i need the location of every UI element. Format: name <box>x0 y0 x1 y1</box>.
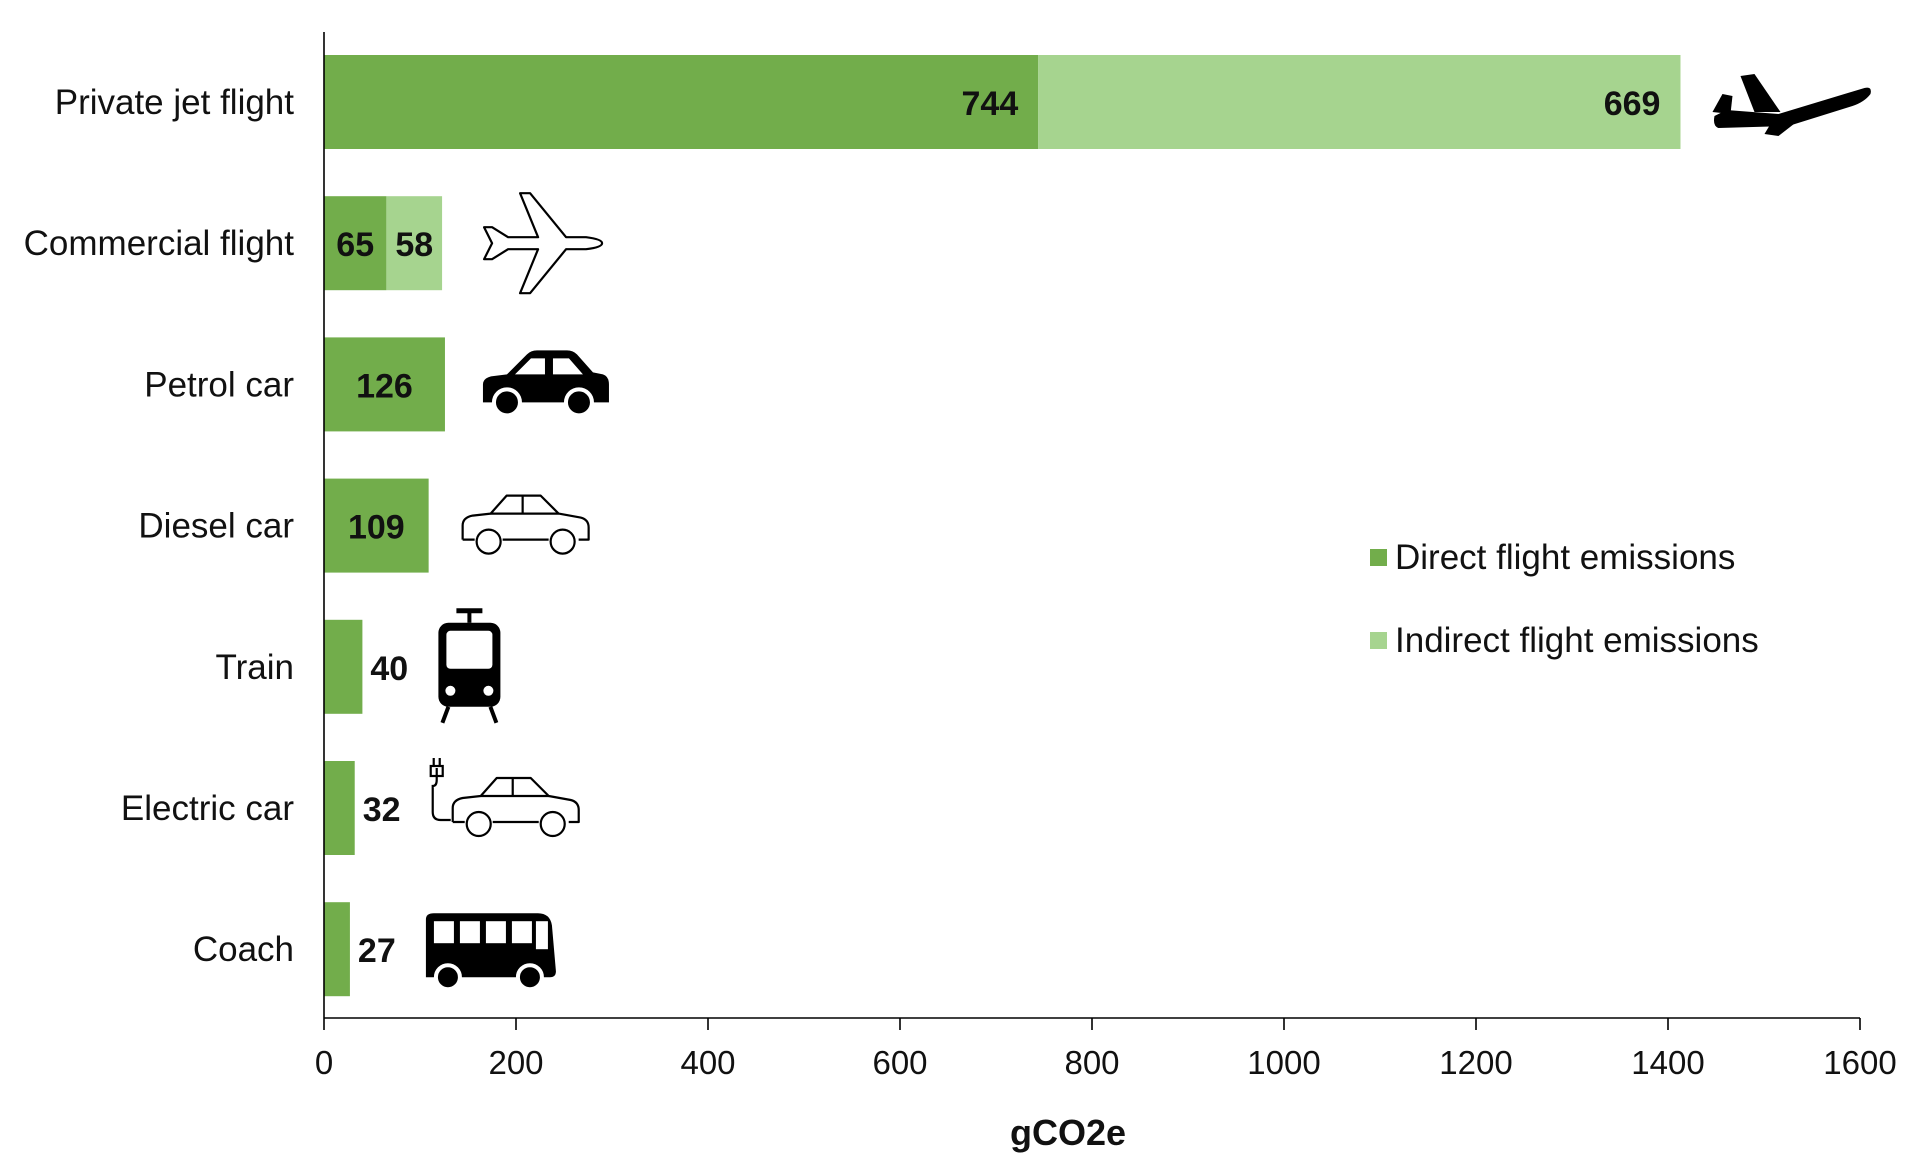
labels-layer: Private jet flight 744 669 Commercial fligh… <box>24 83 1661 970</box>
x-tick-label-400: 400 <box>680 1044 735 1081</box>
bar-commercial-flight-indirect-flight-emissions <box>386 196 443 291</box>
value-label-diesel-car-direct: 109 <box>348 509 405 547</box>
bar-commercial-flight-direct-flight-emissions <box>324 196 387 291</box>
value-label-train-direct: 40 <box>370 650 408 688</box>
category-label-coach: Coach <box>193 930 294 969</box>
car-outline-icon <box>461 494 590 555</box>
bar-diesel-car-direct-flight-emissions <box>324 478 429 573</box>
x-tick-label-1400: 1400 <box>1631 1044 1704 1081</box>
x-tick-label-800: 800 <box>1064 1044 1119 1081</box>
x-tick-label-1200: 1200 <box>1439 1044 1512 1081</box>
x-tick-label-600: 600 <box>872 1044 927 1081</box>
legend-swatch-direct <box>1370 549 1387 566</box>
bars-layer <box>324 55 1681 997</box>
value-label-private-jet-flight-direct: 744 <box>962 85 1019 123</box>
legend: Direct flight emissions Indirect flight … <box>1370 538 1759 660</box>
car-solid-icon <box>482 350 609 418</box>
airplane-outline-icon <box>482 192 604 295</box>
bar-petrol-car-direct-flight-emissions <box>324 337 445 432</box>
x-tick-label-0: 0 <box>315 1044 333 1081</box>
bus-icon <box>425 913 556 992</box>
electric-car-icon <box>429 758 580 838</box>
bar-private-jet-flight-indirect-flight-emissions <box>1038 55 1681 149</box>
category-label-petrol-car: Petrol car <box>144 365 294 404</box>
value-label-commercial-flight-indirect: 58 <box>395 226 433 264</box>
value-label-coach-direct: 27 <box>358 932 396 970</box>
bar-coach-direct-flight-emissions <box>324 902 350 997</box>
legend-swatch-indirect <box>1370 632 1387 649</box>
value-label-private-jet-flight-indirect: 669 <box>1604 85 1661 123</box>
category-label-private-jet-flight: Private jet flight <box>55 83 295 122</box>
category-label-diesel-car: Diesel car <box>138 507 294 546</box>
category-label-electric-car: Electric car <box>121 789 294 828</box>
x-tick-label-200: 200 <box>488 1044 543 1081</box>
category-label-commercial-flight: Commercial flight <box>24 224 295 263</box>
bar-train-direct-flight-emissions <box>324 619 363 714</box>
bar-private-jet-flight-direct-flight-emissions <box>324 55 1039 149</box>
legend-label-direct: Direct flight emissions <box>1395 538 1735 577</box>
tram-icon <box>438 608 501 724</box>
legend-label-indirect: Indirect flight emissions <box>1395 621 1759 660</box>
x-tick-label-1600: 1600 <box>1823 1044 1896 1081</box>
icons-layer <box>425 74 1871 992</box>
value-label-commercial-flight-direct: 65 <box>336 226 374 264</box>
value-label-petrol-car-direct: 126 <box>356 367 413 405</box>
x-tick-label-1000: 1000 <box>1247 1044 1320 1081</box>
x-axis-title: gCO2e <box>1010 1112 1126 1153</box>
value-label-electric-car-direct: 32 <box>363 791 401 829</box>
airplane-solid-icon <box>1712 74 1871 136</box>
axes-layer: 0 200 400 600 800 1000 1200 1400 1600 <box>315 32 1897 1081</box>
bar-electric-car-direct-flight-emissions <box>324 761 355 855</box>
category-label-train: Train <box>216 648 294 687</box>
